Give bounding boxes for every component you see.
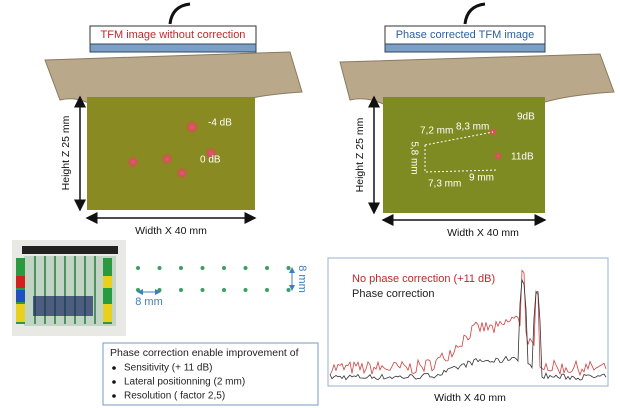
height-label: Height Z 25 mm (60, 115, 72, 190)
summary-heading: Phase correction enable improvement of (110, 347, 299, 359)
spot (126, 155, 140, 169)
annotation: 5,8 mm (408, 141, 419, 174)
hole (136, 288, 140, 292)
shadow (33, 296, 93, 316)
bullet (112, 394, 116, 398)
annotation: 7,2 mm (420, 126, 453, 137)
hole (136, 266, 140, 270)
bullet (112, 366, 116, 370)
width-label: Width X 40 mm (135, 225, 207, 237)
hole (265, 266, 269, 270)
hole-grid (136, 266, 291, 292)
height-label: Height Z 25 mm (354, 117, 366, 192)
block (16, 276, 25, 288)
summary-item: Resolution ( factor 2,5) (124, 391, 225, 402)
spot (175, 166, 189, 180)
hole (179, 266, 183, 270)
specimen-photo (12, 240, 126, 336)
annotation: 8,3 mm (456, 122, 489, 133)
hole (201, 288, 205, 292)
spacing-label: 8 mm (135, 296, 163, 308)
block (103, 304, 112, 322)
hole (179, 288, 183, 292)
hole (244, 288, 248, 292)
hole (222, 288, 226, 292)
summary-item: Sensitivity (+ 11 dB) (124, 363, 212, 374)
hole (222, 266, 226, 270)
spot (493, 151, 503, 161)
bullet (112, 380, 116, 384)
right-panel: Phase corrected TFM image 7,2 mm 8,3 mm … (340, 4, 614, 239)
annotation: 9dB (517, 112, 535, 123)
spot (184, 119, 200, 135)
legend-entry: No phase correction (+11 dB) (352, 273, 495, 285)
annotation: 0 dB (200, 155, 221, 166)
spot (160, 152, 174, 166)
annotation: -4 dB (208, 118, 232, 129)
left-panel: TFM image without correction -4 dB 0 dB … (45, 4, 302, 237)
cable (465, 4, 485, 24)
hole (287, 266, 291, 270)
block (16, 290, 25, 302)
block (16, 304, 25, 322)
probe-elements (385, 44, 545, 52)
cable (170, 4, 190, 24)
annotation: 9 mm (469, 173, 494, 184)
panel-title: Phase corrected TFM image (396, 29, 535, 41)
spacing-label: 8 mm (296, 265, 308, 293)
hole (201, 266, 205, 270)
probe-holder (22, 246, 118, 254)
figure: TFM image without correction -4 dB 0 dB … (0, 0, 620, 408)
summary-item: Lateral positionning (2 mm) (124, 377, 245, 388)
probe-elements (90, 44, 256, 52)
block (103, 276, 112, 288)
annotation: 7,3 mm (428, 179, 461, 190)
panel-title: TFM image without correction (101, 29, 246, 41)
hole (265, 288, 269, 292)
legend-entry: Phase correction (352, 288, 435, 300)
width-label: Width X 40 mm (447, 227, 519, 239)
hole (244, 266, 248, 270)
hole (158, 266, 162, 270)
hole (287, 288, 291, 292)
hole (158, 288, 162, 292)
annotation: 11dB (511, 152, 534, 163)
width-label: Width X 40 mm (434, 392, 506, 404)
